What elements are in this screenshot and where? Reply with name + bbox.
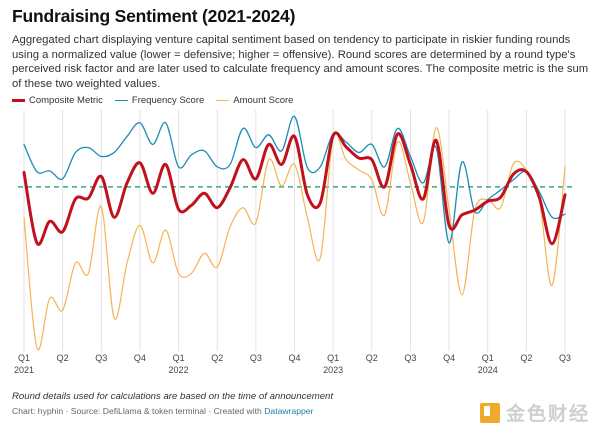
x-tick-label: Q2 [520, 353, 532, 363]
x-tick-label: Q2 [57, 353, 69, 363]
x-tick-year: 2024 [478, 365, 498, 375]
chart-description: Aggregated chart displaying venture capi… [12, 34, 589, 90]
x-tick-label: Q4 [134, 353, 146, 363]
gridlines [18, 110, 572, 351]
legend-label: Frequency Score [131, 95, 205, 106]
x-tick-label: Q1 [482, 353, 494, 363]
legend-swatch-composite [12, 99, 25, 102]
chart-title: Fundraising Sentiment (2021-2024) [12, 6, 296, 26]
x-tick-label: Q2 [366, 353, 378, 363]
x-tick-label: Q3 [404, 353, 416, 363]
x-axis-ticks: Q1 2021 Q2 Q3 Q4 Q1 2022 Q2 Q3 Q4 Q1 2023 Q2 Q3 Q4 Q1 20… [14, 353, 571, 375]
logo-icon [480, 402, 500, 423]
legend-item-frequency: Frequency Score [114, 95, 205, 106]
x-tick-year: 2021 [14, 365, 34, 375]
x-tick-year: 2022 [169, 365, 189, 375]
credits: Chart: hyphin · Source: DefiLlama & toke… [12, 406, 313, 416]
x-tick-label: Q1 [327, 353, 339, 363]
x-tick-label: Q4 [288, 353, 300, 363]
footnote: Round details used for calculations are … [12, 391, 334, 402]
x-tick-label: Q2 [211, 353, 223, 363]
x-tick-label: Q3 [250, 353, 262, 363]
x-tick-year: 2023 [323, 365, 343, 375]
series-line-composite-metric [22, 131, 567, 246]
logo-text: 金色财经 [506, 404, 591, 425]
legend-item-amount: Amount Score [216, 95, 293, 106]
x-tick-label: Q1 [173, 353, 185, 363]
legend-item-composite: Composite Metric [12, 95, 103, 106]
datawrapper-link[interactable]: Datawrapper [264, 406, 314, 416]
credits-text: Chart: hyphin · Source: DefiLlama & toke… [12, 406, 265, 416]
legend-swatch-frequency [114, 99, 128, 102]
watermark-logo: 金色财经 [480, 399, 590, 426]
x-tick-label: Q4 [443, 353, 455, 363]
legend-swatch-amount [216, 99, 230, 102]
legend: Composite Metric Frequency Score Amount … [12, 95, 293, 106]
legend-label: Composite Metric [29, 95, 103, 106]
x-tick-label: Q3 [559, 353, 571, 363]
series-lines [22, 115, 567, 351]
x-tick-label: Q1 [18, 353, 30, 363]
x-tick-label: Q3 [95, 353, 107, 363]
legend-label: Amount Score [233, 95, 294, 106]
